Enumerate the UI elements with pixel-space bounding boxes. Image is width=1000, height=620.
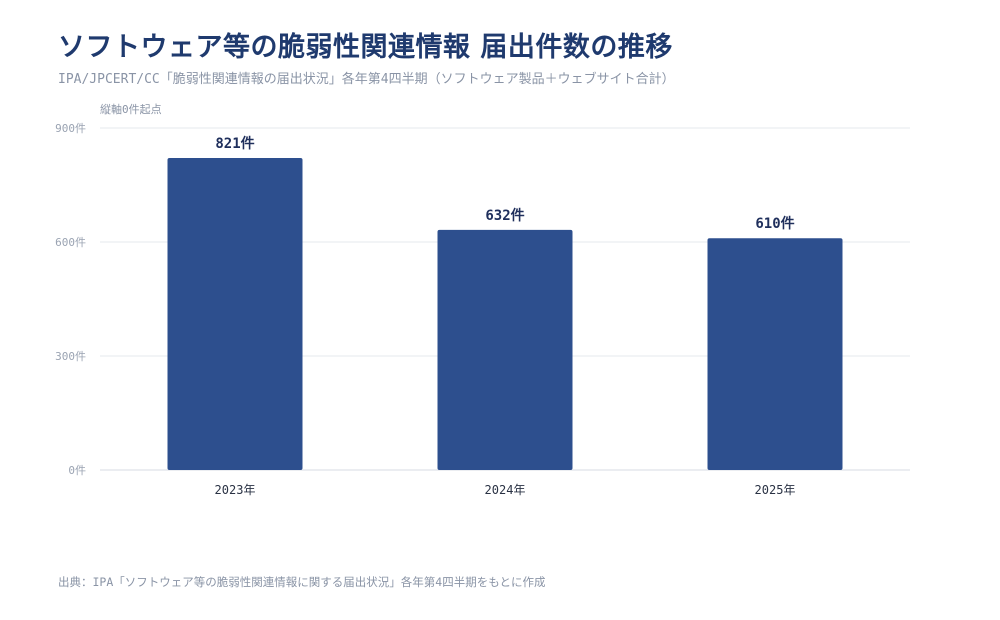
bar-2025年 [707, 238, 843, 470]
bars [167, 158, 843, 470]
x-tick-label: 2023年 [215, 483, 256, 497]
y-tick-label: 0件 [68, 464, 86, 477]
bar-2024年 [437, 229, 573, 470]
chart-title: ソフトウェア等の脆弱性関連情報 届出件数の推移 [58, 32, 673, 63]
labels: 0件 300件 600件 900件 821件 2023年 632件 2024年 610件 2025… [55, 122, 795, 497]
x-tick-label: 2025年 [755, 483, 796, 497]
chart-subtitle: IPA/JPCERT/CC「脆弱性関連情報の届出状況」各年第4四半期（ソフトウェ… [58, 72, 675, 87]
y-tick-label: 600件 [55, 236, 86, 249]
source-note: 出典：IPA「ソフトウェア等の脆弱性関連情報に関する届出状況」各年第4四半期をも… [58, 575, 546, 589]
data-label: 632件 [485, 207, 524, 224]
data-label: 821件 [215, 135, 254, 152]
y-axis-note: 縦軸0件起点 [100, 102, 162, 116]
y-tick-label: 900件 [55, 122, 86, 135]
y-tick-label: 300件 [55, 350, 86, 363]
bar-2023年 [167, 158, 303, 470]
data-label: 610件 [755, 215, 794, 232]
x-tick-label: 2024年 [485, 483, 526, 497]
